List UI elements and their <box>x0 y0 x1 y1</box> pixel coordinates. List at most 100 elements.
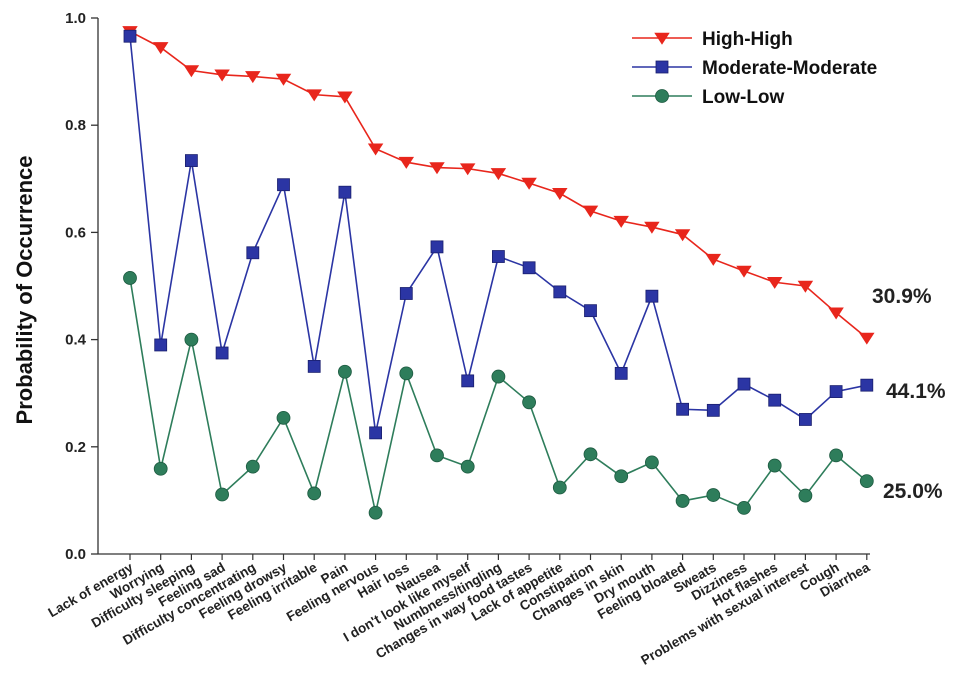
data-point-moderate-moderate <box>799 413 812 426</box>
data-point-low-low <box>215 487 230 502</box>
data-point-moderate-moderate <box>369 426 383 440</box>
data-point-high-high <box>552 187 568 200</box>
data-point-high-high <box>736 265 752 278</box>
y-axis-ticks: 0.0 0.2 0.4 0.6 0.8 1.0 <box>65 10 98 563</box>
data-point-high-high <box>859 332 875 345</box>
data-point-low-low <box>276 410 291 425</box>
series-moderate-moderate <box>123 29 874 440</box>
data-point-high-high <box>828 307 844 320</box>
legend: High-High Moderate-Moderate Low-Low <box>632 29 877 108</box>
data-point-low-low <box>583 447 598 462</box>
data-point-low-low <box>645 455 659 470</box>
legend-label-high-high: High-High <box>702 29 793 50</box>
data-point-high-high <box>275 73 292 86</box>
end-labels: 30.9% 44.1% 25.0% <box>872 285 946 503</box>
data-point-low-low <box>307 486 322 501</box>
data-point-low-low <box>706 488 721 502</box>
end-label-high-high: 30.9% <box>872 285 932 308</box>
data-point-high-high <box>245 71 261 84</box>
data-point-moderate-moderate <box>430 240 444 254</box>
data-point-moderate-moderate <box>154 338 168 352</box>
data-point-moderate-moderate <box>246 246 260 260</box>
data-point-low-low <box>184 332 199 347</box>
series-high-high <box>122 26 875 345</box>
data-point-high-high <box>705 253 722 266</box>
data-point-moderate-moderate <box>553 285 567 299</box>
data-point-high-high <box>367 143 384 156</box>
data-point-moderate-moderate <box>829 385 843 398</box>
y-tick-label: 0.4 <box>65 332 87 349</box>
data-point-low-low <box>123 271 137 285</box>
data-point-moderate-moderate <box>645 289 659 303</box>
data-point-low-low <box>614 469 629 484</box>
data-point-high-high <box>183 65 200 78</box>
data-point-moderate-moderate <box>584 304 597 318</box>
data-point-moderate-moderate <box>522 261 536 275</box>
data-point-moderate-moderate <box>123 29 137 43</box>
data-point-moderate-moderate <box>307 359 321 373</box>
data-point-moderate-moderate <box>491 250 505 263</box>
end-label-low-low: 25.0% <box>883 480 943 503</box>
data-point-low-low <box>675 494 690 508</box>
y-tick-label: 0.8 <box>65 117 86 134</box>
data-point-moderate-moderate <box>768 393 782 407</box>
data-point-high-high <box>490 168 507 181</box>
data-point-low-low <box>767 458 782 473</box>
y-tick-label: 0.2 <box>65 439 86 456</box>
data-point-low-low <box>399 366 414 381</box>
data-point-moderate-moderate <box>860 378 874 392</box>
data-point-low-low <box>430 448 444 463</box>
data-point-low-low <box>245 459 260 474</box>
series-line-low-low <box>129 277 868 513</box>
data-point-moderate-moderate <box>399 287 413 300</box>
data-point-moderate-moderate <box>277 178 290 192</box>
data-point-low-low <box>829 448 843 463</box>
data-point-moderate-moderate <box>706 403 720 417</box>
axes <box>97 18 870 555</box>
data-point-high-high <box>429 162 445 175</box>
data-point-low-low <box>491 369 506 384</box>
data-point-high-high <box>459 163 476 176</box>
legend-label-moderate-moderate: Moderate-Moderate <box>702 58 877 79</box>
legend-marker-low-low <box>655 89 669 103</box>
end-label-moderate-moderate: 44.1% <box>886 380 946 403</box>
data-point-low-low <box>859 474 874 489</box>
data-point-moderate-moderate <box>215 346 229 360</box>
data-point-high-high <box>644 221 660 234</box>
data-point-high-high <box>152 42 169 55</box>
series-layer <box>122 26 875 520</box>
data-point-high-high <box>521 177 537 190</box>
data-point-low-low <box>522 395 536 410</box>
data-point-moderate-moderate <box>461 374 475 388</box>
data-point-low-low <box>337 364 352 379</box>
data-point-moderate-moderate <box>737 377 751 391</box>
data-point-low-low <box>153 461 168 476</box>
data-point-low-low <box>798 488 813 503</box>
legend-marker-high-high <box>654 32 670 45</box>
y-tick-label: 0.0 <box>65 546 86 563</box>
data-point-high-high <box>797 280 814 293</box>
data-point-high-high <box>613 215 629 228</box>
y-tick-label: 1.0 <box>65 10 86 27</box>
legend-marker-moderate-moderate <box>655 60 669 74</box>
data-point-moderate-moderate <box>338 185 352 199</box>
data-point-high-high <box>582 205 599 218</box>
legend-label-low-low: Low-Low <box>702 87 785 108</box>
data-point-high-high <box>674 229 691 242</box>
data-point-high-high <box>337 91 353 104</box>
data-point-high-high <box>214 69 230 82</box>
data-point-moderate-moderate <box>614 366 628 380</box>
y-tick-label: 0.6 <box>65 224 86 241</box>
y-axis-title: Probability of Occurrence <box>12 156 37 425</box>
series-low-low <box>123 271 874 520</box>
data-point-high-high <box>398 156 415 169</box>
data-point-high-high <box>306 89 322 102</box>
data-point-high-high <box>766 276 783 289</box>
data-point-low-low <box>737 501 751 515</box>
data-point-low-low <box>552 480 567 495</box>
data-point-moderate-moderate <box>676 402 689 416</box>
data-point-low-low <box>368 505 383 520</box>
data-point-low-low <box>460 459 475 474</box>
